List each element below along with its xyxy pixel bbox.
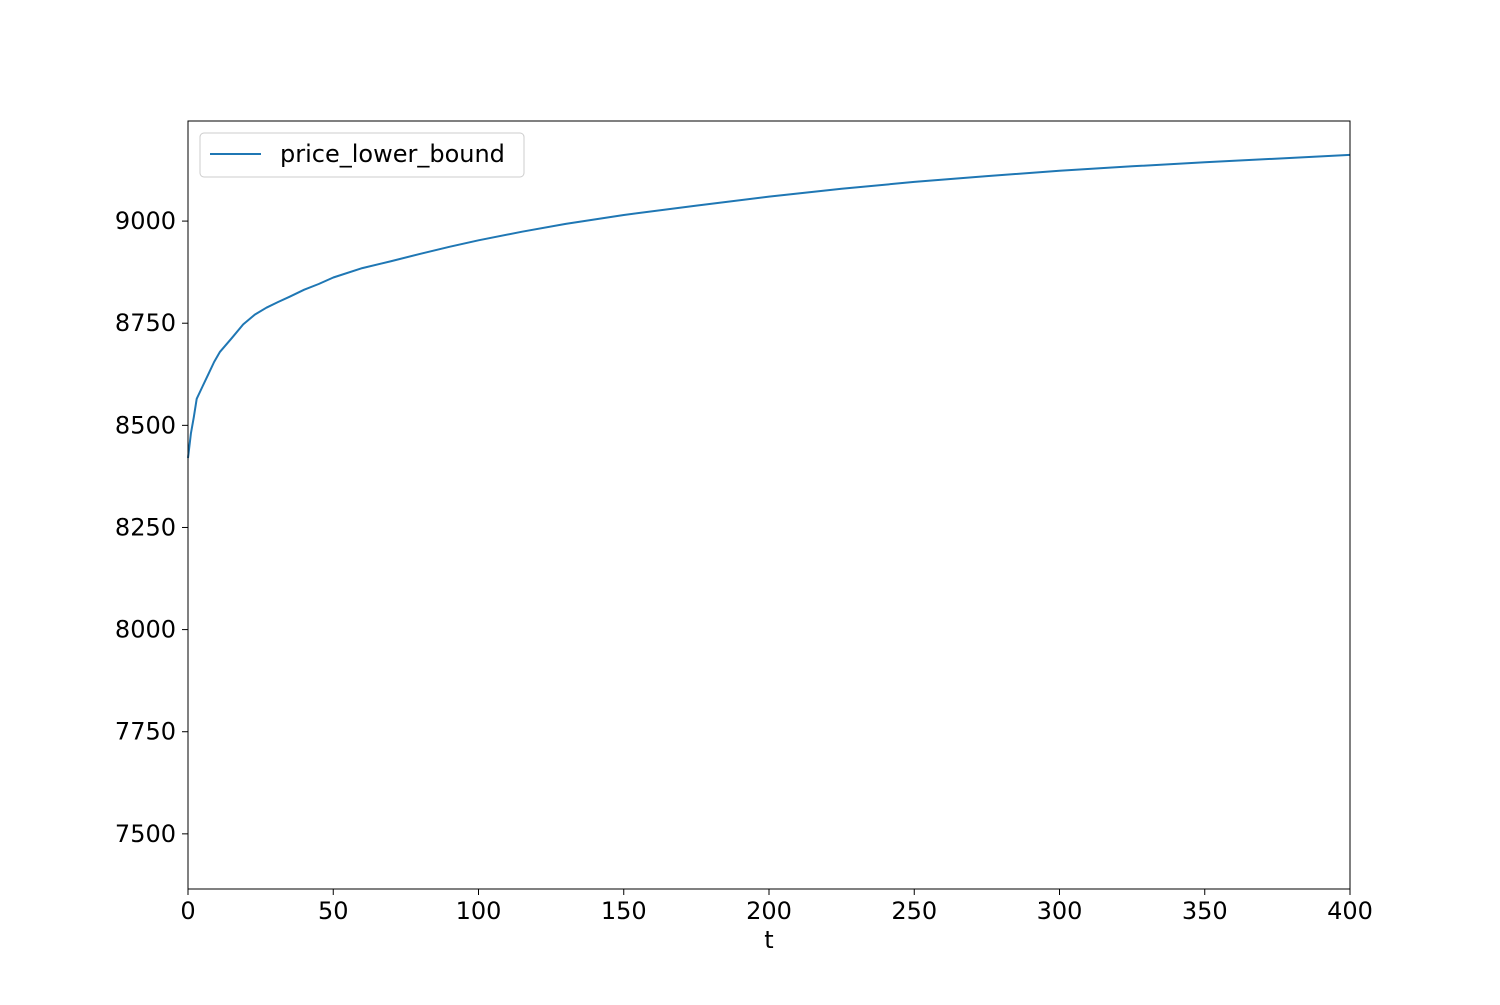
x-tick-label: 350 xyxy=(1182,897,1228,925)
x-axis-ticks: 0 50 100 150 200 250 300 350 400 xyxy=(180,889,1373,925)
legend: price_lower_bound xyxy=(199,132,525,178)
x-tick-label: 100 xyxy=(456,897,502,925)
series-line-price_lower_bound xyxy=(187,153,1351,459)
y-tick-label: 7500 xyxy=(115,820,176,848)
y-tick-label: 8750 xyxy=(115,309,176,337)
x-axis-label: t xyxy=(764,926,773,954)
plot-background xyxy=(188,121,1350,889)
x-tick-label: 50 xyxy=(318,897,349,925)
plot-frame xyxy=(187,120,1351,890)
y-tick-label: 8250 xyxy=(115,513,176,541)
y-tick-label: 8500 xyxy=(115,411,176,439)
y-tick-label: 7750 xyxy=(115,718,176,746)
x-tick-label: 0 xyxy=(180,897,195,925)
x-tick-label: 200 xyxy=(746,897,792,925)
y-tick-label: 8000 xyxy=(115,616,176,644)
x-tick-label: 150 xyxy=(601,897,647,925)
x-tick-label: 300 xyxy=(1037,897,1083,925)
y-tick-label: 9000 xyxy=(115,207,176,235)
series-layer xyxy=(187,153,1351,459)
legend-box xyxy=(199,132,525,178)
x-tick-label: 400 xyxy=(1327,897,1373,925)
y-axis-ticks: 7500 7750 8000 8250 8500 8750 9000 xyxy=(115,207,188,848)
x-tick-label: 250 xyxy=(891,897,937,925)
legend-label: price_lower_bound xyxy=(280,140,505,168)
